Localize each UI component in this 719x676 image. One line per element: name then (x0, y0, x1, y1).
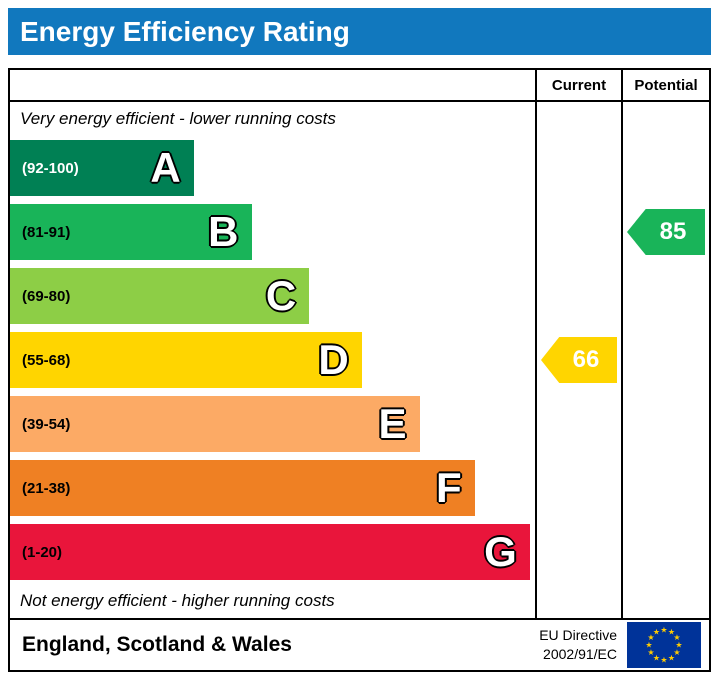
current-rating-value: 66 (572, 346, 600, 373)
band-row-g: (1-20) G (10, 520, 535, 584)
band-row-f: (21-38) F (10, 456, 535, 520)
svg-text:★: ★ (653, 653, 660, 662)
potential-column: 85 (621, 102, 709, 618)
energy-rating-chart: Current Potential Very energy efficient … (8, 68, 711, 672)
chart-footer: England, Scotland & Wales EU Directive 2… (10, 618, 709, 670)
svg-text:★: ★ (673, 648, 680, 657)
band-bar-g: (1-20) G (10, 524, 530, 580)
svg-text:★: ★ (647, 648, 654, 657)
band-range-label: (55-68) (22, 351, 71, 369)
band-letter: G (484, 528, 517, 575)
band-letter: F (435, 464, 462, 511)
band-bar-f: (21-38) F (10, 460, 475, 516)
eu-directive-line2: 2002/91/EC (543, 646, 617, 662)
potential-arrow: 85 (627, 209, 705, 255)
band-bar-e: (39-54) E (10, 396, 420, 452)
band-range-label: (69-80) (22, 287, 71, 305)
region-label: England, Scotland & Wales (22, 633, 292, 656)
band-row-a: (92-100) A (10, 136, 535, 200)
title-banner: Energy Efficiency Rating (8, 8, 711, 55)
band-bar-b: (81-91) B (10, 204, 252, 260)
bands-area: Very energy efficient - lower running co… (10, 102, 535, 618)
band-row-c: (69-80) C (10, 264, 535, 328)
band-letter: B (208, 208, 239, 255)
band-range-label: (21-38) (22, 479, 71, 497)
band-letter: E (378, 400, 407, 447)
eu-flag-icon: ★ ★ ★ ★ ★ ★ ★ ★ ★ ★ ★ ★ (627, 622, 701, 668)
svg-text:★: ★ (675, 641, 682, 650)
svg-text:★: ★ (647, 633, 654, 642)
svg-text:★: ★ (653, 628, 660, 637)
svg-text:★: ★ (668, 628, 675, 637)
band-range-label: (39-54) (22, 415, 71, 433)
chart-header-row: Current Potential (10, 70, 709, 102)
potential-rating-value: 85 (659, 218, 687, 245)
bottom-note: Not energy efficient - higher running co… (20, 591, 335, 610)
eu-directive-line1: EU Directive (539, 627, 617, 644)
current-arrow: 66 (541, 337, 617, 383)
svg-text:★: ★ (660, 626, 667, 635)
band-letter: A (150, 144, 181, 191)
band-bar-a: (92-100) A (10, 140, 194, 196)
band-row-d: (55-68) D (10, 328, 535, 392)
current-column: 66 (535, 102, 621, 618)
potential-column-header: Potential (621, 70, 709, 100)
band-letter: D (318, 336, 349, 383)
band-row-e: (39-54) E (10, 392, 535, 456)
svg-text:★: ★ (673, 633, 680, 642)
band-row-b: (81-91) B (10, 200, 535, 264)
band-bar-d: (55-68) D (10, 332, 362, 388)
page-title: Energy Efficiency Rating (20, 15, 350, 47)
band-bar-c: (69-80) C (10, 268, 310, 324)
chart-body: Very energy efficient - lower running co… (10, 102, 709, 618)
band-range-label: (1-20) (22, 543, 63, 561)
svg-text:★: ★ (660, 656, 667, 665)
svg-text:★: ★ (645, 641, 652, 650)
band-range-label: (81-91) (22, 223, 71, 241)
svg-text:★: ★ (668, 653, 675, 662)
band-range-label: (92-100) (22, 159, 79, 177)
eu-directive-label: EU Directive 2002/91/EC (539, 626, 617, 664)
header-spacer (10, 70, 535, 100)
top-note: Very energy efficient - lower running co… (20, 109, 336, 128)
band-letter: C (265, 272, 297, 319)
current-column-header: Current (535, 70, 621, 100)
